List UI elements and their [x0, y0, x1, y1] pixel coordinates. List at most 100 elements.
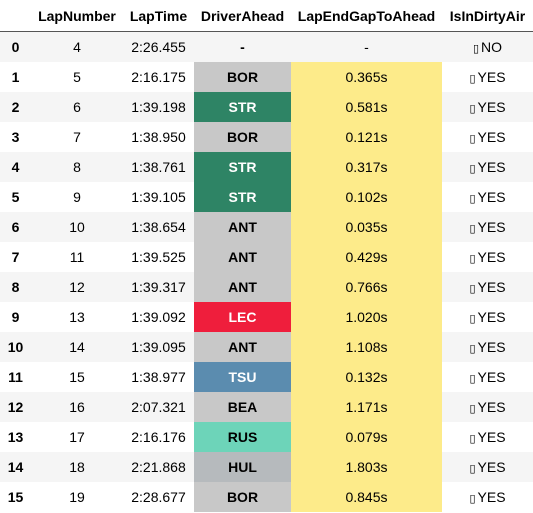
header-row: LapNumber LapTime DriverAhead LapEndGapT… — [0, 0, 533, 32]
row-index: 7 — [11, 249, 20, 265]
lap-time-cell: 1:38.654 — [131, 219, 186, 235]
gap-cell: 0.845s — [291, 482, 442, 512]
dirty-air-cell: ▯ YES — [442, 182, 533, 212]
dirty-air-value: YES — [477, 189, 506, 205]
lap-number-cell: 5 — [73, 69, 81, 85]
gap-cell: 0.365s — [291, 62, 442, 92]
dirty-air-cell: ▯ YES — [442, 452, 533, 482]
gap-cell: 0.035s — [291, 212, 442, 242]
dirty-air-value: YES — [477, 69, 506, 85]
table-row: 7 11 1:39.525 ANT 0.429s ▯ YES — [0, 242, 533, 272]
table-row: 6 10 1:38.654 ANT 0.035s ▯ YES — [0, 212, 533, 242]
lap-number-cell: 9 — [73, 189, 81, 205]
lap-time-cell: 2:16.175 — [131, 69, 186, 85]
dirty-air-value: YES — [477, 339, 506, 355]
gap-cell: 1.803s — [291, 452, 442, 482]
missing-glyph-icon: ▯ — [469, 372, 476, 385]
dirty-air-value: YES — [477, 99, 506, 115]
laptime-header: LapTime — [123, 0, 194, 32]
row-index: 8 — [11, 279, 20, 295]
lap-number-cell: 11 — [69, 249, 85, 265]
dirty-air-cell: ▯ YES — [442, 92, 533, 122]
dirty-air-value: YES — [477, 129, 506, 145]
missing-glyph-icon: ▯ — [469, 102, 476, 115]
missing-glyph-icon: ▯ — [469, 462, 476, 475]
gap-cell: 1.108s — [291, 332, 442, 362]
index-header — [0, 0, 31, 32]
table-row: 9 13 1:39.092 LEC 1.020s ▯ YES — [0, 302, 533, 332]
lap-time-cell: 1:39.095 — [131, 339, 186, 355]
dirty-air-value: YES — [477, 369, 506, 385]
driver-ahead-cell: RUS — [194, 422, 291, 452]
driver-ahead-cell: BEA — [194, 392, 291, 422]
driver-ahead-cell: HUL — [194, 452, 291, 482]
dirty-air-cell: ▯ YES — [442, 122, 533, 152]
lap-time-cell: 1:39.092 — [131, 309, 186, 325]
dirty-air-value: YES — [477, 279, 506, 295]
lap-time-cell: 1:39.198 — [131, 99, 186, 115]
table-row: 12 16 2:07.321 BEA 1.171s ▯ YES — [0, 392, 533, 422]
lap-number-cell: 14 — [69, 339, 85, 355]
table-row: 1 5 2:16.175 BOR 0.365s ▯ YES — [0, 62, 533, 92]
table-row: 8 12 1:39.317 ANT 0.766s ▯ YES — [0, 272, 533, 302]
row-index: 0 — [11, 39, 20, 55]
gap-cell: - — [364, 39, 369, 55]
gap-cell: 0.132s — [291, 362, 442, 392]
dirty-air-cell: ▯ NO — [442, 32, 533, 63]
dirtyair-header: IsInDirtyAir — [442, 0, 533, 32]
missing-glyph-icon: ▯ — [472, 42, 480, 55]
dirty-air-value: YES — [477, 159, 506, 175]
missing-glyph-icon: ▯ — [469, 432, 476, 445]
missing-glyph-icon: ▯ — [469, 222, 476, 235]
table-row: 0 4 2:26.455 - - ▯ NO — [0, 31, 533, 63]
gap-cell: 0.581s — [291, 92, 442, 122]
missing-glyph-icon: ▯ — [469, 252, 476, 265]
lap-time-cell: 2:21.868 — [131, 459, 186, 475]
row-index: 11 — [8, 369, 23, 385]
driver-ahead-cell: ANT — [194, 272, 291, 302]
gap-cell: 1.171s — [291, 392, 442, 422]
lap-time-cell: 1:38.761 — [131, 159, 186, 175]
table-row: 5 9 1:39.105 STR 0.102s ▯ YES — [0, 182, 533, 212]
dirty-air-cell: ▯ YES — [442, 272, 533, 302]
missing-glyph-icon: ▯ — [469, 192, 476, 205]
row-index: 3 — [11, 129, 20, 145]
missing-glyph-icon: ▯ — [469, 492, 476, 505]
missing-glyph-icon: ▯ — [469, 402, 476, 415]
table-body: 0 4 2:26.455- - ▯ NO 1 5 2:16.175 BOR 0.365s ▯ YES 2 6… — [0, 31, 533, 512]
missing-glyph-icon: ▯ — [469, 282, 476, 295]
row-index: 13 — [7, 429, 24, 445]
lap-number-cell: 4 — [73, 39, 81, 55]
gap-cell: 0.102s — [291, 182, 442, 212]
missing-glyph-icon: ▯ — [469, 132, 476, 145]
lap-time-cell: 1:39.317 — [131, 279, 186, 295]
dirty-air-value: YES — [477, 489, 506, 505]
table-row: 3 7 1:38.950 BOR 0.121s ▯ YES — [0, 122, 533, 152]
driverahead-header: DriverAhead — [194, 0, 291, 32]
gap-cell: 0.317s — [291, 152, 442, 182]
gap-cell: 1.020s — [291, 302, 442, 332]
row-index: 10 — [7, 339, 24, 355]
dirty-air-cell: ▯ YES — [442, 332, 533, 362]
table-row: 10 14 1:39.095 ANT 1.108s ▯ YES — [0, 332, 533, 362]
table-row: 14 18 2:21.868 HUL 1.803s ▯ YES — [0, 452, 533, 482]
gap-cell: 0.766s — [291, 272, 442, 302]
lap-time-cell: 1:39.525 — [131, 249, 186, 265]
missing-glyph-icon: ▯ — [469, 342, 476, 355]
dirty-air-value: YES — [477, 219, 506, 235]
row-index: 2 — [11, 99, 20, 115]
lap-number-cell: 10 — [69, 219, 85, 235]
table-row: 13 17 2:16.176 RUS 0.079s ▯ YES — [0, 422, 533, 452]
driver-ahead-cell: STR — [194, 92, 291, 122]
dirty-air-cell: ▯ YES — [442, 242, 533, 272]
lap-time-cell: 2:28.677 — [131, 489, 186, 505]
lap-number-cell: 19 — [69, 489, 85, 505]
dirty-air-cell: ▯ YES — [442, 392, 533, 422]
lap-time-cell: 1:38.977 — [131, 369, 186, 385]
driver-ahead-cell: STR — [194, 152, 291, 182]
lap-number-cell: 17 — [69, 429, 85, 445]
table-row: 2 6 1:39.198 STR 0.581s ▯ YES — [0, 92, 533, 122]
table-row: 4 8 1:38.761 STR 0.317s ▯ YES — [0, 152, 533, 182]
table-row: 15 19 2:28.677 BOR 0.845s ▯ YES — [0, 482, 533, 512]
